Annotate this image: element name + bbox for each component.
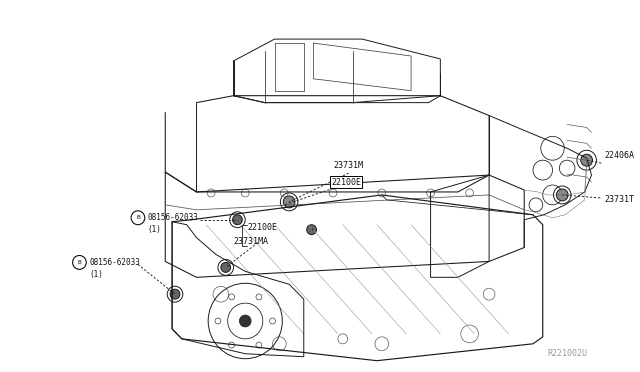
Text: 08156-62033: 08156-62033 xyxy=(89,258,140,267)
Circle shape xyxy=(284,196,295,208)
Circle shape xyxy=(239,315,251,327)
Text: 23731T: 23731T xyxy=(604,195,634,204)
Text: 08156-62033: 08156-62033 xyxy=(148,213,198,222)
Circle shape xyxy=(307,225,316,235)
Circle shape xyxy=(232,215,243,225)
Text: B: B xyxy=(136,215,140,220)
Text: 22406A: 22406A xyxy=(604,151,634,160)
Circle shape xyxy=(170,289,180,299)
Circle shape xyxy=(556,189,568,201)
Text: 22100E: 22100E xyxy=(247,223,277,232)
Text: (1): (1) xyxy=(148,225,161,234)
Circle shape xyxy=(580,154,593,166)
Text: B: B xyxy=(77,260,81,265)
Text: 23731M: 23731M xyxy=(333,161,363,170)
Text: R221002U: R221002U xyxy=(548,349,588,358)
Text: (1): (1) xyxy=(89,270,103,279)
Text: 22100E: 22100E xyxy=(331,177,361,186)
Circle shape xyxy=(221,262,230,272)
Text: 23731MA: 23731MA xyxy=(234,237,269,246)
